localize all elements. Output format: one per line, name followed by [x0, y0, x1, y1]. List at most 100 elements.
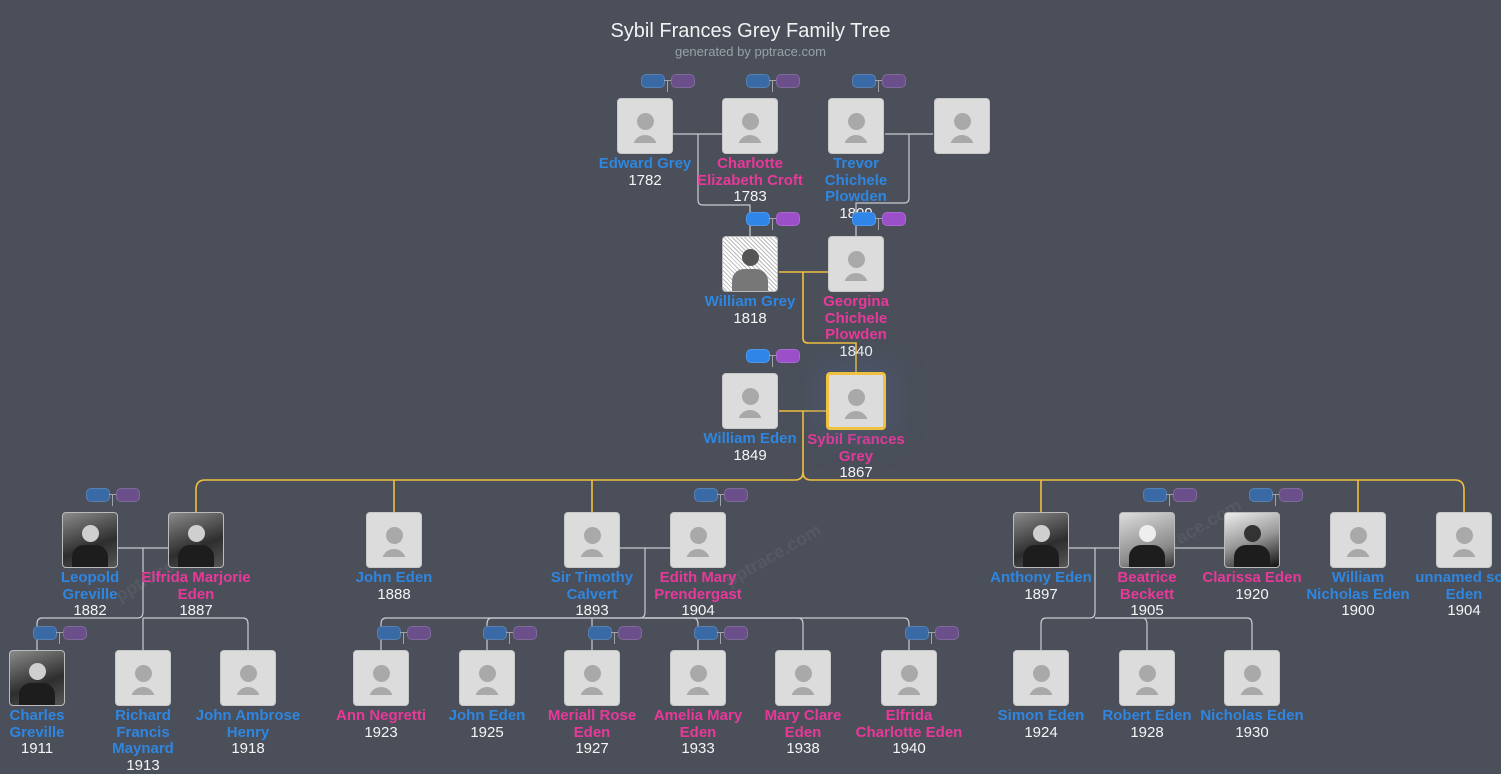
father-expand-button[interactable] — [377, 626, 401, 640]
mother-expand-button[interactable] — [1173, 488, 1197, 502]
person-card[interactable]: John Eden 1888 — [339, 512, 449, 603]
parents-expander[interactable] — [1143, 488, 1203, 506]
person-card[interactable]: Richard Francis Maynard 1913 — [88, 650, 198, 774]
person-card[interactable]: Edith Mary Prendergast 1904 — [643, 512, 753, 620]
person-card[interactable]: William Nicholas Eden 1900 — [1303, 512, 1413, 620]
father-expand-button[interactable] — [641, 74, 665, 88]
mother-expand-button[interactable] — [1279, 488, 1303, 502]
person-placeholder-icon — [564, 512, 620, 568]
father-expand-button[interactable] — [483, 626, 507, 640]
person-card[interactable]: Nicholas Eden 1930 — [1197, 650, 1307, 741]
parents-expander[interactable] — [377, 626, 437, 644]
father-expand-button[interactable] — [588, 626, 612, 640]
person-card[interactable]: Trevor Chichele Plowden 1809 — [801, 98, 911, 222]
person-card[interactable]: Clarissa Eden 1920 — [1197, 512, 1307, 603]
person-name: Leopold Greville — [60, 569, 120, 603]
parents-expander[interactable] — [33, 626, 93, 644]
father-expand-button[interactable] — [1143, 488, 1167, 502]
person-placeholder-icon — [722, 373, 778, 429]
mother-expand-button[interactable] — [671, 74, 695, 88]
person-card[interactable]: unnamed son Eden 1904 — [1409, 512, 1501, 620]
mother-expand-button[interactable] — [618, 626, 642, 640]
father-expand-button[interactable] — [905, 626, 929, 640]
person-card[interactable]: Amelia Mary Eden 1933 — [643, 650, 753, 758]
person-placeholder-icon — [564, 650, 620, 706]
person-name: William Eden — [703, 430, 797, 447]
father-expand-button[interactable] — [86, 488, 110, 502]
mother-expand-button[interactable] — [513, 626, 537, 640]
person-placeholder-icon — [1013, 650, 1069, 706]
parents-expander[interactable] — [694, 626, 754, 644]
person-name: Trevor Chichele Plowden — [824, 155, 888, 205]
person-card[interactable]: Beatrice Beckett 1905 — [1092, 512, 1202, 620]
parents-expander[interactable] — [483, 626, 543, 644]
person-card[interactable]: Sir Timothy Calvert 1893 — [537, 512, 647, 620]
mother-expand-button[interactable] — [882, 212, 906, 226]
mother-expand-button[interactable] — [776, 74, 800, 88]
person-name: Robert Eden — [1102, 707, 1192, 724]
person-photo — [1224, 512, 1280, 568]
person-name: Richard Francis Maynard — [112, 707, 174, 757]
person-card[interactable] — [907, 98, 1017, 154]
person-card[interactable]: Elfrida Charlotte Eden 1940 — [854, 650, 964, 758]
person-card[interactable]: Ann Negretti 1923 — [326, 650, 436, 741]
mother-expand-button[interactable] — [724, 488, 748, 502]
person-card[interactable]: Charles Greville 1911 — [0, 650, 92, 758]
person-card[interactable]: John Ambrose Henry 1918 — [193, 650, 303, 758]
person-card[interactable]: Simon Eden 1924 — [986, 650, 1096, 741]
mother-expand-button[interactable] — [882, 74, 906, 88]
person-card[interactable]: William Eden 1849 — [695, 373, 805, 464]
father-expand-button[interactable] — [746, 212, 770, 226]
father-expand-button[interactable] — [694, 626, 718, 640]
person-name: Meriall Rose Eden — [547, 707, 637, 741]
mother-expand-button[interactable] — [776, 212, 800, 226]
parents-expander[interactable] — [86, 488, 146, 506]
person-card[interactable]: Elfrida Marjorie Eden 1887 — [141, 512, 251, 620]
father-expand-button[interactable] — [852, 74, 876, 88]
person-card[interactable]: Charlotte Elizabeth Croft 1783 — [695, 98, 805, 206]
person-card[interactable]: Mary Clare Eden 1938 — [748, 650, 858, 758]
person-placeholder-icon — [366, 512, 422, 568]
person-birth-year: 1924 — [1024, 723, 1058, 741]
parents-expander[interactable] — [905, 626, 965, 644]
parents-expander[interactable] — [746, 74, 806, 92]
mother-expand-button[interactable] — [407, 626, 431, 640]
mother-expand-button[interactable] — [63, 626, 87, 640]
father-expand-button[interactable] — [33, 626, 57, 640]
person-card[interactable]: John Eden 1925 — [432, 650, 542, 741]
parents-expander[interactable] — [694, 488, 754, 506]
mother-expand-button[interactable] — [935, 626, 959, 640]
father-expand-button[interactable] — [694, 488, 718, 502]
father-expand-button[interactable] — [852, 212, 876, 226]
person-card[interactable]: Anthony Eden 1897 — [986, 512, 1096, 603]
person-card[interactable]: William Grey 1818 — [695, 236, 805, 327]
person-birth-year: 1887 — [179, 602, 213, 619]
person-card[interactable]: Georgina Chichele Plowden 1840 — [801, 236, 911, 360]
father-expand-button[interactable] — [746, 74, 770, 88]
person-card[interactable]: Meriall Rose Eden 1927 — [537, 650, 647, 758]
mother-expand-button[interactable] — [116, 488, 140, 502]
focus-person-card[interactable]: Sybil Frances Grey 1867 — [801, 372, 911, 482]
person-birth-year: 1904 — [1447, 602, 1481, 619]
person-name: Clarissa Eden — [1202, 569, 1302, 586]
parents-expander[interactable] — [641, 74, 701, 92]
parents-expander[interactable] — [746, 212, 806, 230]
parents-expander[interactable] — [1249, 488, 1309, 506]
mother-expand-button[interactable] — [776, 349, 800, 363]
person-card[interactable]: Edward Grey 1782 — [590, 98, 700, 189]
parents-expander[interactable] — [852, 74, 912, 92]
person-name: William Grey — [704, 293, 796, 310]
person-photo — [168, 512, 224, 568]
father-expand-button[interactable] — [1249, 488, 1273, 502]
person-placeholder-icon — [1330, 512, 1386, 568]
person-placeholder-icon — [1224, 650, 1280, 706]
person-card[interactable]: Robert Eden 1928 — [1092, 650, 1202, 741]
father-expand-button[interactable] — [746, 349, 770, 363]
parents-expander[interactable] — [852, 212, 912, 230]
parents-expander[interactable] — [588, 626, 648, 644]
person-name: Elfrida Marjorie Eden — [141, 569, 251, 603]
parents-expander[interactable] — [746, 349, 806, 367]
person-card[interactable]: Leopold Greville 1882 — [35, 512, 145, 620]
mother-expand-button[interactable] — [724, 626, 748, 640]
person-birth-year: 1882 — [73, 602, 107, 619]
